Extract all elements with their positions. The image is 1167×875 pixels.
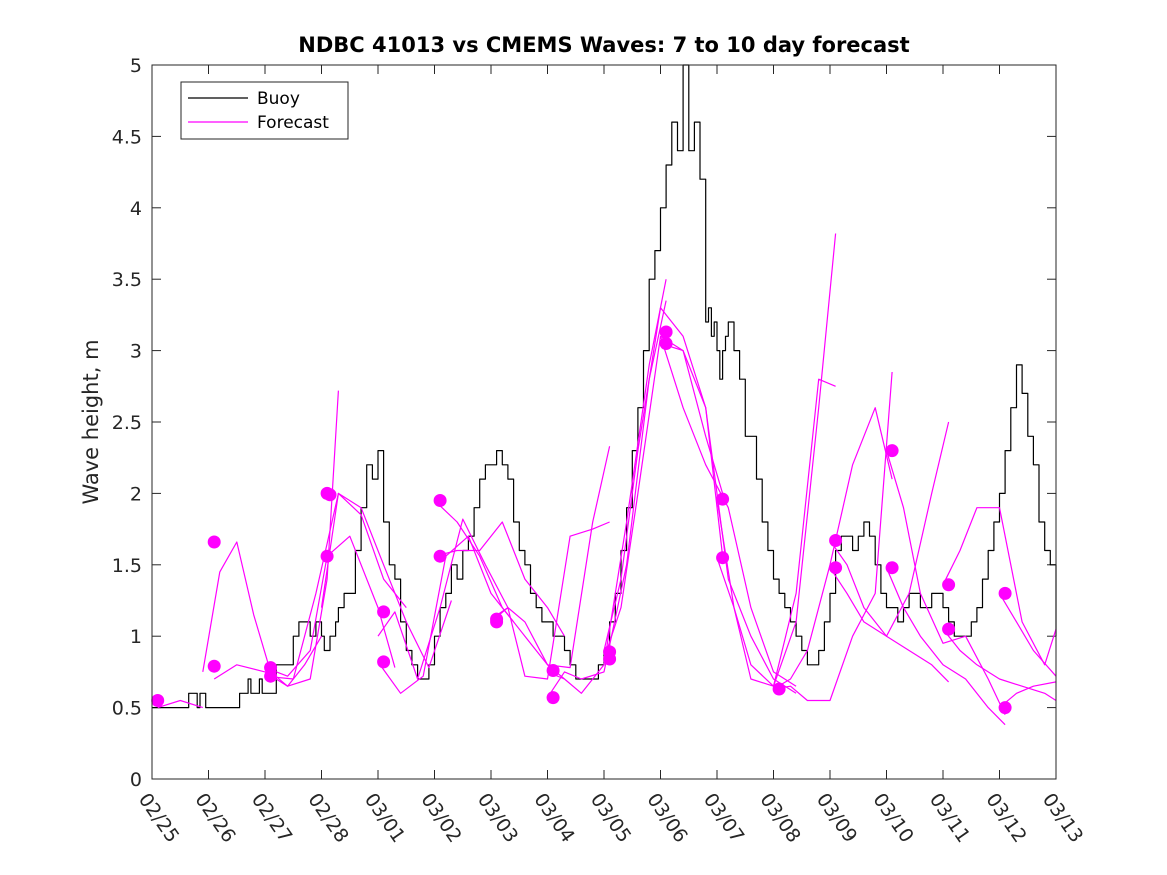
y-tick-label: 5	[130, 55, 142, 77]
forecast-line	[942, 507, 1057, 666]
forecast-marker	[829, 534, 843, 547]
legend-box	[180, 81, 349, 140]
forecast-marker	[716, 492, 730, 506]
plot-frame	[151, 64, 1057, 780]
forecast-marker	[264, 669, 278, 683]
y-tick-label: 4.5	[112, 126, 142, 148]
forecast-line	[999, 681, 1057, 709]
forecast-marker	[151, 694, 165, 707]
y-tick-label: 0.5	[112, 698, 142, 720]
forecast-line	[157, 699, 203, 709]
y-axis-label: Wave height, m	[79, 339, 103, 504]
y-tick-label: 3	[130, 341, 142, 363]
y-axis-ticks: 0 0.5 1 1.5 2 2.5 3 3.5 4 4.5 5	[112, 55, 1056, 791]
forecast-line	[213, 390, 339, 687]
forecast-marker	[942, 578, 956, 592]
y-tick-label: 1	[130, 626, 142, 648]
forecast-marker	[772, 682, 786, 696]
forecast-line	[659, 336, 797, 687]
forecast-marker	[320, 549, 334, 563]
forecast-line	[202, 541, 323, 687]
forecast-marker	[490, 615, 504, 629]
y-tick-label: 1.5	[112, 555, 142, 577]
forecast-line	[998, 593, 1057, 677]
forecast-marker	[207, 535, 221, 549]
forecast-line	[434, 521, 566, 637]
forecast-line	[885, 450, 1006, 715]
forecast-marker	[659, 337, 673, 350]
forecast-marker	[659, 325, 673, 339]
forecast-marker	[377, 655, 391, 669]
forecast-marker	[885, 444, 899, 458]
forecast-marker	[998, 701, 1012, 715]
forecast-line	[490, 521, 610, 680]
legend-buoy-label: Buoy	[257, 89, 300, 109]
forecast-line	[942, 628, 1057, 702]
forecast-line	[660, 342, 797, 694]
forecast-marker	[829, 561, 843, 575]
y-tick-label: 2.5	[112, 412, 142, 434]
buoy-series-line	[152, 64, 1057, 709]
series-layer	[151, 64, 1057, 726]
y-tick-label: 3.5	[112, 269, 142, 291]
legend-forecast-label: Forecast	[257, 113, 329, 133]
forecast-marker	[377, 605, 391, 619]
forecast-marker	[603, 652, 617, 666]
y-tick-label: 2	[130, 483, 142, 505]
chart-title: NDBC 41013 vs CMEMS Waves: 7 to 10 day f…	[298, 33, 909, 57]
y-tick-label: 0	[130, 769, 142, 791]
forecast-marker	[433, 494, 447, 507]
forecast-marker	[942, 622, 956, 636]
forecast-marker	[433, 549, 447, 563]
forecast-marker	[716, 551, 730, 565]
forecast-line	[829, 567, 950, 683]
forecast-marker	[546, 691, 560, 705]
forecast-series-lines	[157, 233, 1057, 726]
forecast-line	[773, 371, 893, 702]
forecast-line	[320, 492, 452, 669]
forecast-markers	[151, 325, 1012, 715]
forecast-line	[547, 279, 667, 694]
forecast-marker	[998, 586, 1012, 600]
legend: Buoy Forecast	[180, 81, 349, 140]
y-tick-label: 4	[130, 198, 142, 220]
forecast-line	[377, 518, 509, 680]
forecast-marker	[546, 664, 560, 677]
forecast-marker	[207, 659, 221, 673]
forecast-line	[885, 567, 1006, 726]
forecast-marker	[885, 561, 899, 575]
forecast-marker	[323, 488, 337, 502]
